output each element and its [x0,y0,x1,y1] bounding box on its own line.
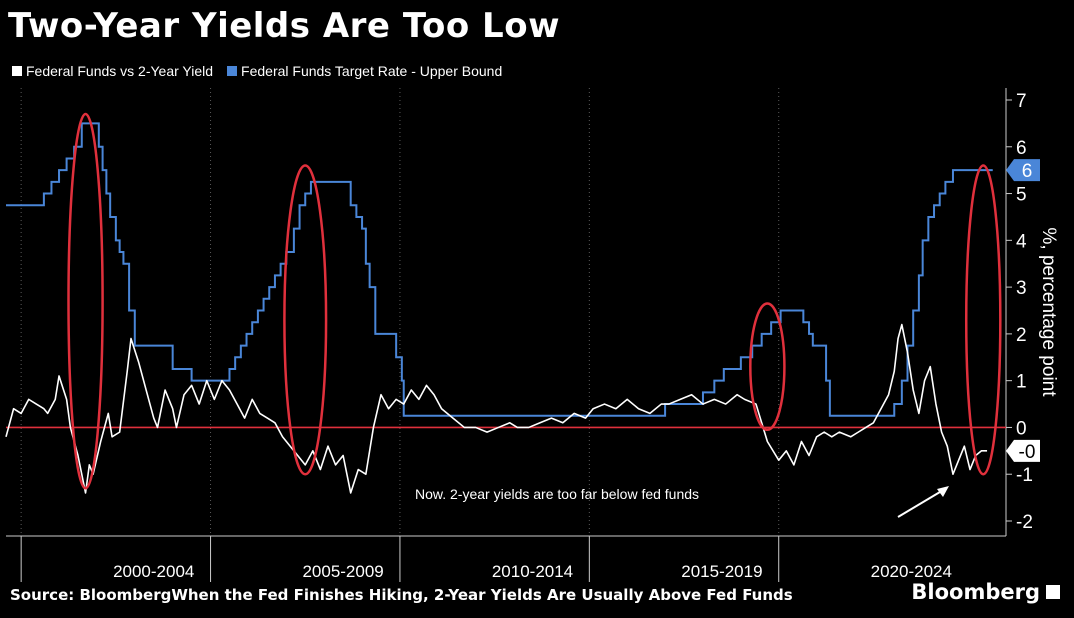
legend-item-fed-funds: Federal Funds Target Rate - Upper Bound [227,63,502,79]
x-tick-label: 2015-2019 [681,562,762,581]
last-value-label: 6 [1022,161,1033,182]
last-value-label: -0 [1019,442,1036,463]
last-value-tag [1006,159,1040,182]
last-value-tag [1006,439,1040,462]
y-tick-label: -1 [1016,465,1033,486]
series-layer [5,122,1006,494]
highlight-ellipse [67,112,104,490]
legend-label-spread: Federal Funds vs 2-Year Yield [26,63,214,79]
highlight-ellipse [749,302,786,432]
y-axis-title: %, percentage point [1038,227,1059,397]
y-tick-label: 4 [1016,231,1027,252]
highlight-ellipse [964,164,1002,476]
y-tick-label: 2 [1016,325,1027,346]
legend-label-fed-funds: Federal Funds Target Rate - Upper Bound [241,63,503,79]
legend-item-spread: Federal Funds vs 2-Year Yield [12,63,213,79]
brand-logo: Bloomberg [911,580,1060,604]
y-tick-label: 3 [1016,278,1027,299]
y-tick-label: 5 [1016,185,1027,206]
label-layer: 6 -0 [1006,159,1040,463]
highlight-ellipse [283,164,328,476]
highlight-layer [67,112,1002,490]
legend-swatch-spread [12,66,22,76]
brand-name: Bloomberg [911,580,1040,604]
x-tick-label: 2000-2004 [113,562,194,581]
y-tick-label: 1 [1016,372,1027,393]
grid-layer [20,88,780,536]
series-line-spread [5,323,988,494]
y-tick-label: 6 [1016,138,1027,159]
y-tick-label: 0 [1016,418,1027,439]
y-tick-label: -2 [1016,512,1033,533]
annotation-text: Now. 2-year yields are too far below fed… [415,486,699,502]
chart-title: Two-Year Yields Are Too Low [8,6,560,46]
legend: Federal Funds vs 2-Year Yield Federal Fu… [12,63,502,79]
axis-layer: -2 -1 0 1 2 3 4 5 6 7 2000-2004 2005-2009 2010-2014 2… [6,88,1033,582]
series-line-fed-funds [6,122,993,417]
annotation-arrow [897,486,949,518]
x-tick-label: 2005-2009 [302,562,383,581]
y-tick-label: 7 [1016,91,1027,112]
legend-swatch-fed-funds [227,66,238,76]
footer-source: Source: BloombergWhen the Fed Finishes H… [10,586,793,604]
terminal-icon [1046,585,1060,599]
x-tick-label: 2020-2024 [871,562,952,581]
x-tick-label: 2010-2014 [492,562,573,581]
